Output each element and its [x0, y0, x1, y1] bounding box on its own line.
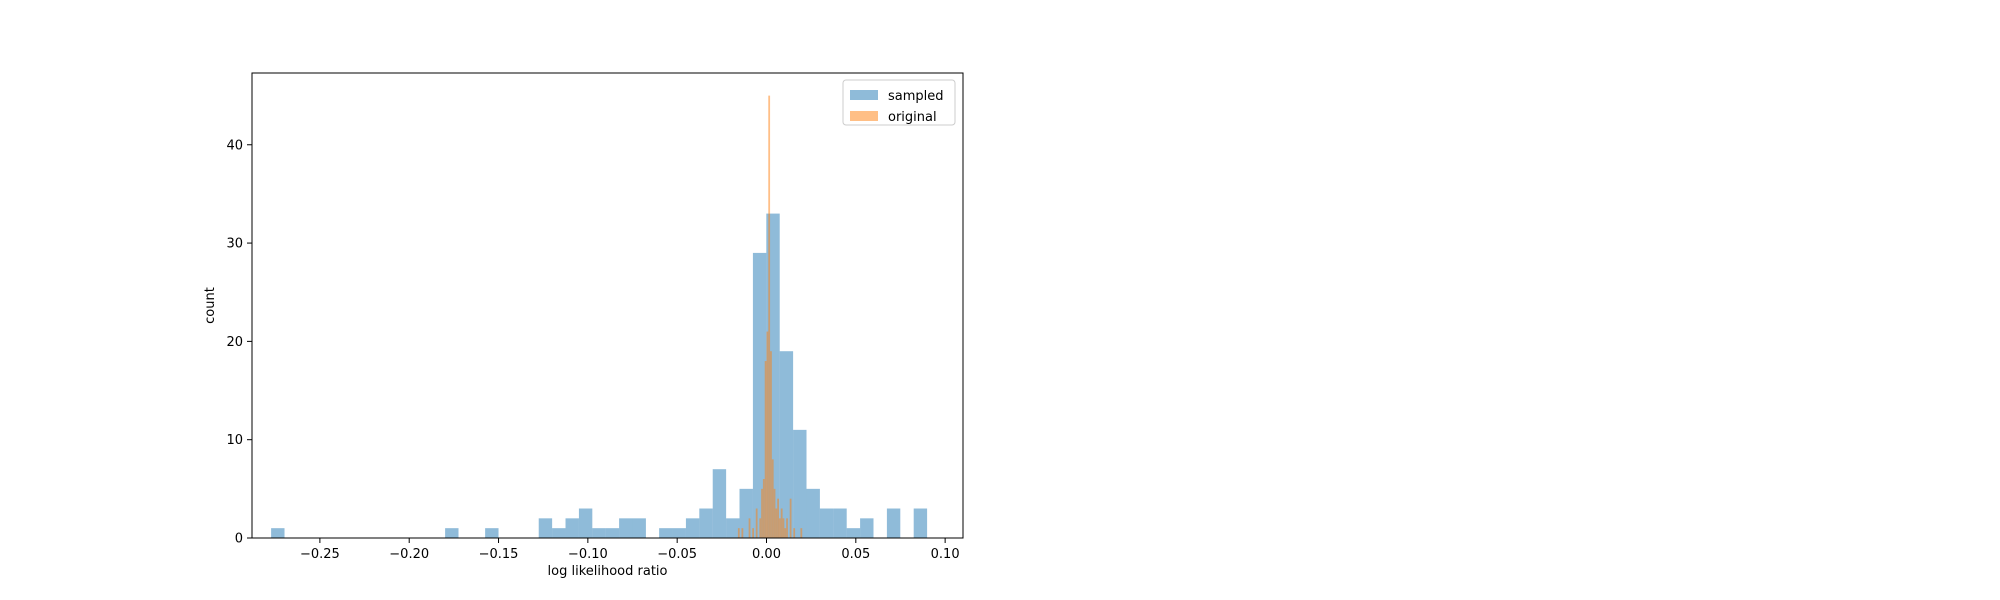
sampled-bar-20: [779, 351, 794, 538]
y-tick-label-3: 30: [226, 237, 243, 252]
bars-sampled: [271, 213, 928, 539]
legend-label-sampled: sampled: [888, 89, 944, 104]
x-tick-label-6: 0.05: [841, 547, 870, 562]
sampled-bar-11: [659, 528, 673, 538]
sampled-bar-21: [793, 429, 807, 538]
sampled-bar-0: [271, 528, 285, 538]
x-tick-label-3: −0.10: [568, 547, 608, 562]
sampled-bar-3: [538, 518, 553, 538]
y-axis-label: count: [203, 287, 218, 324]
original-bar-22: [793, 528, 796, 538]
original-bar-10: [768, 95, 771, 538]
x-tick-label-7: 0.10: [931, 547, 960, 562]
y-tick-label-2: 20: [226, 335, 243, 350]
sampled-bar-6: [578, 508, 593, 538]
x-tick-label-4: −0.05: [657, 547, 697, 562]
x-tick-label-0: −0.25: [300, 547, 340, 562]
sampled-bar-8: [605, 528, 620, 538]
y-tick-label-0: 0: [235, 532, 243, 547]
sampled-bar-24: [833, 508, 847, 538]
original-bar-23: [800, 528, 803, 538]
original-bar-11: [770, 351, 772, 538]
legend-swatch-sampled: [850, 90, 878, 100]
x-tick-label-5: 0.00: [752, 547, 781, 562]
original-bar-0: [737, 528, 740, 538]
original-bar-19: [784, 528, 787, 538]
sampled-bar-12: [672, 528, 686, 538]
original-bar-12: [771, 459, 774, 538]
original-bar-21: [789, 498, 792, 538]
original-bar-4: [755, 508, 758, 538]
sampled-bar-18: [752, 252, 767, 539]
original-bar-17: [780, 508, 783, 538]
sampled-bar-26: [860, 518, 874, 538]
original-bar-7: [762, 479, 765, 538]
y-tick-label-4: 40: [226, 138, 243, 153]
original-bar-18: [782, 518, 785, 538]
sampled-bar-5: [565, 518, 579, 538]
original-bar-14: [775, 508, 778, 538]
sampled-bar-16: [726, 518, 740, 538]
sampled-bar-1: [445, 528, 459, 538]
original-bar-1: [741, 528, 744, 538]
sampled-bar-14: [699, 508, 713, 538]
x-axis-label: log likelihood ratio: [548, 564, 668, 579]
sampled-bar-27: [886, 508, 901, 538]
sampled-bar-9: [619, 518, 633, 538]
sampled-bar-7: [592, 528, 606, 538]
original-bar-8: [764, 361, 767, 538]
original-bar-2: [748, 518, 751, 538]
original-bar-6: [761, 488, 763, 538]
original-bar-15: [777, 498, 779, 538]
original-bar-5: [759, 518, 762, 538]
original-bar-13: [773, 488, 776, 538]
legend-label-original: original: [888, 110, 937, 125]
x-tick-label-2: −0.15: [479, 547, 519, 562]
original-bar-3: [752, 528, 754, 538]
original-bar-20: [786, 518, 788, 538]
legend: sampled original: [842, 79, 956, 126]
plot-frame: [251, 72, 964, 539]
original-bar-9: [766, 331, 769, 538]
sampled-bar-25: [846, 528, 861, 538]
legend-swatch-original: [850, 111, 878, 121]
sampled-bar-10: [632, 518, 646, 538]
x-axis: −0.25 −0.20 −0.15 −0.10 −0.05 0.00 0.05 0.10: [300, 538, 960, 562]
sampled-bar-23: [819, 508, 834, 538]
bars-original: [737, 95, 803, 538]
sampled-bar-15: [712, 469, 727, 538]
sampled-bar-13: [685, 518, 700, 538]
sampled-bar-22: [806, 488, 820, 538]
sampled-bar-4: [552, 528, 566, 538]
sampled-bar-2: [485, 528, 499, 538]
x-tick-label-1: −0.20: [389, 547, 429, 562]
y-tick-label-1: 10: [226, 433, 243, 448]
plot-area: [271, 95, 928, 539]
original-bar-16: [778, 518, 781, 538]
y-axis: 0 10 20 30 40: [226, 138, 252, 547]
sampled-bar-28: [913, 508, 928, 538]
